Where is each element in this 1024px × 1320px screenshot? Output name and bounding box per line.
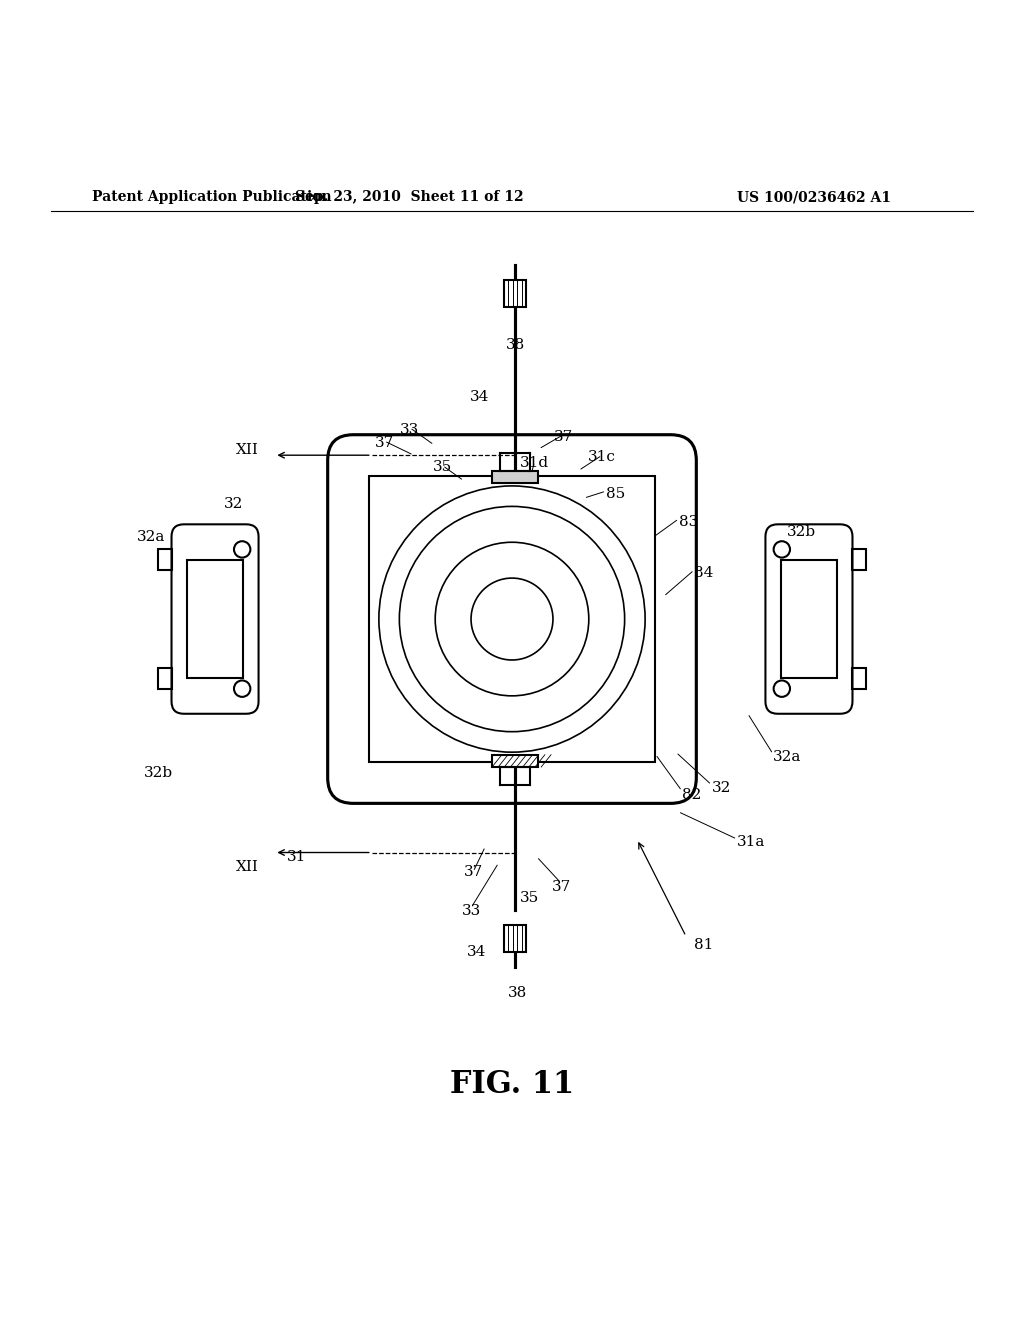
Text: 31a: 31a <box>737 836 766 849</box>
Text: 32b: 32b <box>144 766 173 780</box>
Text: FIG. 11: FIG. 11 <box>450 1069 574 1101</box>
Circle shape <box>774 681 791 697</box>
Bar <box>504 280 526 306</box>
Bar <box>369 475 655 763</box>
Bar <box>186 560 244 678</box>
Text: 85: 85 <box>606 487 626 502</box>
Text: 37: 37 <box>554 430 572 444</box>
Text: 35: 35 <box>433 461 452 474</box>
Text: 82: 82 <box>682 788 701 803</box>
Text: 32b: 32b <box>786 525 815 539</box>
Text: XII: XII <box>237 444 259 457</box>
Text: 31d: 31d <box>520 457 549 470</box>
Text: 37: 37 <box>464 865 482 879</box>
Text: 32a: 32a <box>773 750 802 764</box>
Text: 81: 81 <box>694 937 714 952</box>
Text: 38: 38 <box>508 986 526 999</box>
Bar <box>852 668 866 689</box>
Text: XII: XII <box>237 859 259 874</box>
Text: 37: 37 <box>375 436 393 450</box>
Circle shape <box>774 541 791 557</box>
Text: 84: 84 <box>694 566 714 579</box>
Bar <box>852 549 866 570</box>
Text: Patent Application Publication: Patent Application Publication <box>92 190 332 205</box>
Text: 32a: 32a <box>137 531 166 544</box>
FancyBboxPatch shape <box>328 434 696 804</box>
Text: Sep. 23, 2010  Sheet 11 of 12: Sep. 23, 2010 Sheet 11 of 12 <box>295 190 524 205</box>
Bar <box>158 549 171 570</box>
Bar <box>781 560 838 678</box>
Text: US 100/0236462 A1: US 100/0236462 A1 <box>737 190 891 205</box>
Text: 34: 34 <box>467 945 485 958</box>
Text: 83: 83 <box>679 515 698 529</box>
Text: 37: 37 <box>552 880 570 895</box>
Text: 33: 33 <box>400 422 419 437</box>
Text: 32: 32 <box>224 498 243 511</box>
Text: 34: 34 <box>470 389 488 404</box>
Bar <box>492 471 539 483</box>
Circle shape <box>233 541 250 557</box>
Bar <box>158 668 171 689</box>
Text: 31c: 31c <box>588 450 616 465</box>
Bar <box>504 925 526 952</box>
Text: 38: 38 <box>506 338 524 351</box>
Bar <box>492 755 539 767</box>
Text: 31: 31 <box>288 850 306 863</box>
Text: 32: 32 <box>712 781 731 795</box>
Circle shape <box>233 681 250 697</box>
Text: 35: 35 <box>520 891 539 904</box>
Text: 33: 33 <box>462 904 480 917</box>
